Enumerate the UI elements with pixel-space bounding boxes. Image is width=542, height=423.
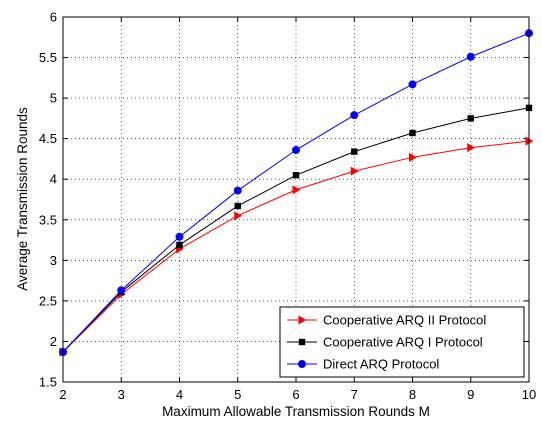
data-point: [175, 232, 184, 241]
x-tick-label: 7: [351, 387, 358, 402]
x-tick-label: 2: [59, 387, 66, 402]
y-ticks: 1.5 2 2.5 3 3.5 4 4.5 5 5.5 6: [39, 10, 529, 390]
legend-item: Direct ARQ Protocol: [287, 357, 439, 372]
legend-marker: [298, 338, 306, 346]
data-point: [350, 111, 359, 120]
legend-marker: [298, 360, 306, 368]
plot-frame: [62, 16, 530, 383]
data-point: [234, 202, 241, 210]
data-point: [292, 146, 300, 155]
y-tick-label: 5: [50, 91, 57, 106]
data-point: [234, 211, 243, 221]
data-point: [176, 241, 183, 249]
x-tick-label: 10: [522, 387, 536, 402]
y-tick-label: 1.5: [39, 375, 57, 390]
legend-label: Cooperative ARQ I Protocol: [323, 335, 483, 350]
legend-label: Cooperative ARQ II Protocol: [323, 313, 486, 328]
x-tick-label: 3: [118, 387, 125, 402]
y-tick-label: 3.5: [39, 212, 57, 227]
x-tick-label: 5: [234, 387, 241, 402]
y-tick-label: 2: [50, 334, 57, 349]
y-tick-label: 5.5: [39, 50, 57, 65]
y-tick-label: 6: [50, 10, 57, 25]
x-tick-label: 4: [176, 387, 183, 402]
data-point: [292, 185, 301, 195]
data-point: [292, 171, 300, 179]
x-tick-label: 6: [292, 387, 299, 402]
y-tick-label: 2.5: [39, 293, 57, 308]
data-point: [409, 152, 417, 162]
data-point: [408, 80, 417, 89]
x-tick-label: 9: [467, 387, 474, 402]
legend: Cooperative ARQ II Protocol Cooperative A…: [279, 306, 525, 378]
data-point: [351, 148, 358, 155]
legend-item: Cooperative ARQ II Protocol: [287, 313, 486, 328]
data-point: [466, 52, 475, 61]
legend-item: Cooperative ARQ I Protocol: [287, 335, 483, 350]
data-point: [467, 143, 476, 153]
legend-marker: [298, 315, 307, 325]
x-axis-title: Maximum Allowable Transmission Rounds M: [162, 404, 430, 419]
data-point: [117, 286, 126, 295]
data-point: [467, 115, 474, 122]
y-tick-label: 4: [50, 172, 57, 187]
y-tick-label: 4.5: [39, 131, 57, 146]
data-point: [409, 129, 416, 137]
y-tick-label: 3: [50, 253, 57, 268]
y-axis-title: Average Transmission Rounds: [15, 107, 30, 291]
data-point: [350, 166, 359, 176]
data-point: [233, 186, 242, 195]
x-tick-label: 8: [409, 387, 416, 402]
legend-box: [279, 306, 525, 378]
legend-label: Direct ARQ Protocol: [323, 357, 439, 372]
